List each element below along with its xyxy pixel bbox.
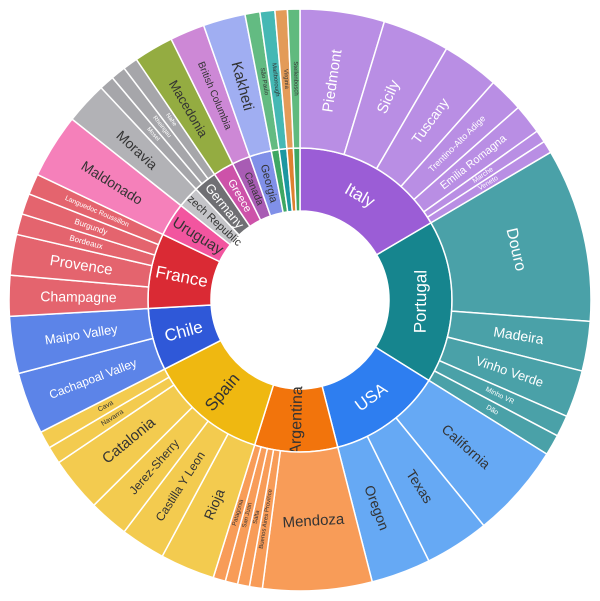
sunburst-slice-stellenbosch[interactable] [286, 8, 301, 149]
